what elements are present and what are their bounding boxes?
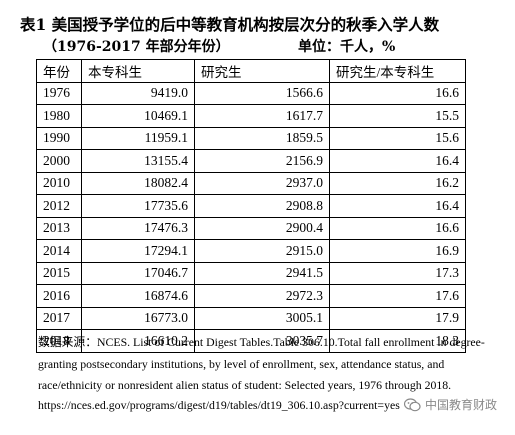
table-header: 年份 本专科生 研究生 研究生/本专科生 xyxy=(36,59,466,83)
cell-year: 2016 xyxy=(36,284,82,308)
cell-graduate: 1859.5 xyxy=(194,126,330,150)
cell-year: 2010 xyxy=(36,171,82,195)
cell-ratio: 17.9 xyxy=(329,306,466,330)
cell-ratio: 16.6 xyxy=(329,81,466,105)
cell-year: 2018 xyxy=(36,329,82,353)
cell-year: 2017 xyxy=(36,306,82,330)
cell-year: 1990 xyxy=(36,126,82,150)
cell-undergrad: 17294.1 xyxy=(81,239,195,263)
cell-graduate: 2908.8 xyxy=(194,194,330,218)
table-row: 2018 16610.2 3035.7 18.3 xyxy=(36,329,466,353)
header-year: 年份 xyxy=(36,59,82,83)
table-row: 2000 13155.4 2156.9 16.4 xyxy=(36,149,466,173)
cell-ratio: 16.9 xyxy=(329,239,466,263)
cell-graduate: 2156.9 xyxy=(194,149,330,173)
cell-undergrad: 16773.0 xyxy=(81,306,195,330)
cell-graduate: 2915.0 xyxy=(194,239,330,263)
cell-undergrad: 10469.1 xyxy=(81,104,195,128)
cell-undergrad: 13155.4 xyxy=(81,149,195,173)
cell-ratio: 15.6 xyxy=(329,126,466,150)
table-row: 2010 18082.4 2937.0 16.2 xyxy=(36,171,466,195)
cell-year: 2013 xyxy=(36,216,82,240)
cell-graduate: 3005.1 xyxy=(194,306,330,330)
cell-ratio: 16.4 xyxy=(329,194,466,218)
header-row: 年份 本专科生 研究生 研究生/本专科生 xyxy=(36,59,466,83)
table-row: 2016 16874.6 2972.3 17.6 xyxy=(36,284,466,308)
table-row: 2017 16773.0 3005.1 17.9 xyxy=(36,306,466,330)
cell-year: 2014 xyxy=(36,239,82,263)
cell-year: 2000 xyxy=(36,149,82,173)
source-url: https://nces.ed.gov/programs/digest/d19/… xyxy=(38,398,400,412)
cell-year: 2015 xyxy=(36,261,82,285)
table-subtitle-range: （1976-2017 年部分年份） xyxy=(43,39,230,55)
cell-undergrad: 17046.7 xyxy=(81,261,195,285)
watermark-text: 中国教育财政 xyxy=(425,398,498,412)
table-row: 1990 11959.1 1859.5 15.6 xyxy=(36,126,466,150)
table-row: 1976 9419.0 1566.6 16.6 xyxy=(36,81,466,105)
cell-graduate: 1566.6 xyxy=(194,81,330,105)
cell-ratio: 16.6 xyxy=(329,216,466,240)
cell-undergrad: 11959.1 xyxy=(81,126,195,150)
cell-ratio: 16.2 xyxy=(329,171,466,195)
header-graduate: 研究生 xyxy=(194,59,330,83)
cell-year: 1980 xyxy=(36,104,82,128)
table-row: 2013 17476.3 2900.4 16.6 xyxy=(36,216,466,240)
cell-year: 1976 xyxy=(36,81,82,105)
source-note: 数据来源：NCES. List of Current Digest Tables… xyxy=(38,335,485,392)
cell-undergrad: 17476.3 xyxy=(81,216,195,240)
table-row: 2012 17735.6 2908.8 16.4 xyxy=(36,194,466,218)
table-row: 2014 17294.1 2915.0 16.9 xyxy=(36,239,466,263)
header-undergrad: 本专科生 xyxy=(81,59,195,83)
cell-ratio: 18.3 xyxy=(329,329,466,353)
cell-undergrad: 17735.6 xyxy=(81,194,195,218)
cell-ratio: 17.3 xyxy=(329,261,466,285)
header-ratio: 研究生/本专科生 xyxy=(329,59,466,83)
cell-graduate: 2937.0 xyxy=(194,171,330,195)
cell-graduate: 3035.7 xyxy=(194,329,330,353)
cell-graduate: 2972.3 xyxy=(194,284,330,308)
cell-ratio: 17.6 xyxy=(329,284,466,308)
cell-year: 2012 xyxy=(36,194,82,218)
cell-ratio: 16.4 xyxy=(329,149,466,173)
cell-graduate: 2900.4 xyxy=(194,216,330,240)
enrollment-table: 年份 本专科生 研究生 研究生/本专科生 1976 9419.0 1566.6 16.… xyxy=(36,59,466,353)
cell-undergrad: 16874.6 xyxy=(81,284,195,308)
cell-graduate: 2941.5 xyxy=(194,261,330,285)
watermark: 中国教育财政 xyxy=(402,396,500,413)
table-title: 表1 美国授予学位的后中等教育机构按层次分的秋季入学人数 xyxy=(20,15,440,34)
cell-undergrad: 18082.4 xyxy=(81,171,195,195)
cell-undergrad: 9419.0 xyxy=(81,81,195,105)
wechat-icon xyxy=(404,397,421,411)
table-row: 1980 10469.1 1617.7 15.5 xyxy=(36,104,466,128)
table-body: 1976 9419.0 1566.6 16.6 1980 10469.1 1617.7 15.… xyxy=(36,81,466,353)
table-row: 2015 17046.7 2941.5 17.3 xyxy=(36,261,466,285)
cell-graduate: 1617.7 xyxy=(194,104,330,128)
table-subtitle-unit: 单位：千人，% xyxy=(298,39,396,55)
cell-ratio: 15.5 xyxy=(329,104,466,128)
